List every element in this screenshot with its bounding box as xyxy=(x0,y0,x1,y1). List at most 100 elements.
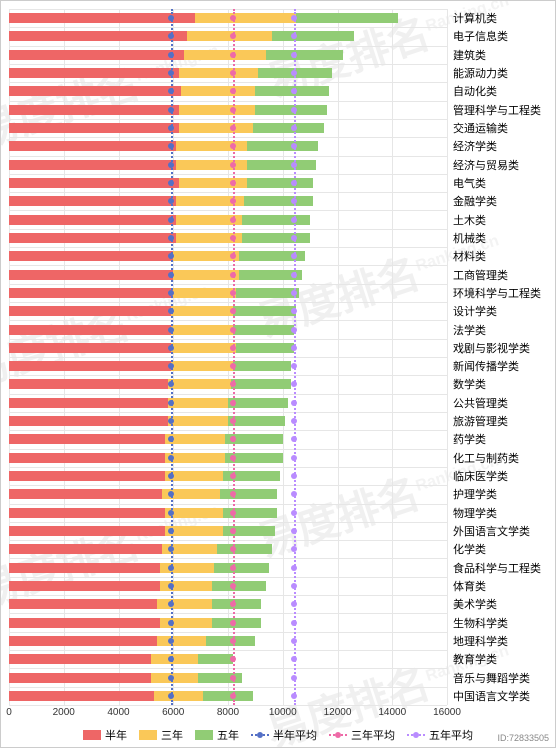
avg-marker-three_year_avg xyxy=(230,638,236,644)
category-label: 地理科学类 xyxy=(453,632,508,650)
bar-seg-five-year xyxy=(220,489,277,499)
bar-seg-three-year xyxy=(151,654,198,664)
legend-item-three_year_avg: 三年平均 xyxy=(329,727,395,743)
bar-seg-three-year xyxy=(157,636,206,646)
avg-marker-half_year_avg xyxy=(168,253,174,259)
avg-marker-half_year_avg xyxy=(168,272,174,278)
avg-marker-five_year_avg xyxy=(291,601,297,607)
bar-seg-five-year xyxy=(228,416,285,426)
avg-marker-half_year_avg xyxy=(168,198,174,204)
bar-seg-five-year xyxy=(242,215,310,225)
avg-marker-half_year_avg xyxy=(168,162,174,168)
avg-marker-five_year_avg xyxy=(291,308,297,314)
bar-seg-three-year xyxy=(179,105,256,115)
avg-marker-five_year_avg xyxy=(291,253,297,259)
bar-row xyxy=(9,210,447,228)
bar-seg-five-year xyxy=(233,361,290,371)
bar-row xyxy=(9,540,447,558)
legend-item-half_year_avg: 半年平均 xyxy=(251,727,317,743)
bar-seg-half-year xyxy=(9,563,160,573)
avg-marker-three_year_avg xyxy=(230,327,236,333)
avg-marker-three_year_avg xyxy=(230,88,236,94)
x-tick-label: 16000 xyxy=(433,707,461,718)
bar-row xyxy=(9,339,447,357)
bar-seg-three-year xyxy=(179,68,258,78)
bar-row xyxy=(9,46,447,64)
category-label: 化工与制药类 xyxy=(453,449,519,467)
bar-seg-half-year xyxy=(9,86,181,96)
category-label: 计算机类 xyxy=(453,9,497,27)
avg-marker-three_year_avg xyxy=(230,217,236,223)
avg-marker-half_year_avg xyxy=(168,125,174,131)
bar-row xyxy=(9,27,447,45)
bar-seg-five-year xyxy=(247,178,313,188)
bar-seg-three-year xyxy=(168,398,228,408)
bar-row xyxy=(9,101,447,119)
avg-marker-half_year_avg xyxy=(168,290,174,296)
bar-row xyxy=(9,302,447,320)
bar-seg-three-year xyxy=(173,251,239,261)
bar-seg-half-year xyxy=(9,178,179,188)
bar-seg-three-year xyxy=(179,178,247,188)
avg-marker-five_year_avg xyxy=(291,52,297,58)
bar-seg-three-year xyxy=(195,13,296,23)
legend-line xyxy=(407,734,425,736)
avg-marker-half_year_avg xyxy=(168,143,174,149)
avg-marker-five_year_avg xyxy=(291,107,297,113)
avg-marker-half_year_avg xyxy=(168,455,174,461)
legend-swatch xyxy=(139,730,157,740)
bar-seg-half-year xyxy=(9,544,162,554)
bar-seg-half-year xyxy=(9,123,179,133)
bar-seg-half-year xyxy=(9,50,184,60)
avg-marker-three_year_avg xyxy=(230,546,236,552)
avg-marker-half_year_avg xyxy=(168,418,174,424)
avg-marker-five_year_avg xyxy=(291,290,297,296)
category-label: 数学类 xyxy=(453,375,486,393)
avg-marker-half_year_avg xyxy=(168,620,174,626)
bar-seg-five-year xyxy=(236,343,293,353)
avg-marker-five_year_avg xyxy=(291,620,297,626)
avg-marker-five_year_avg xyxy=(291,381,297,387)
avg-marker-three_year_avg xyxy=(230,52,236,58)
bar-row xyxy=(9,229,447,247)
bar-row xyxy=(9,394,447,412)
x-tick-label: 4000 xyxy=(107,707,129,718)
bar-seg-five-year xyxy=(242,233,310,243)
avg-marker-half_year_avg xyxy=(168,546,174,552)
x-tick-label: 12000 xyxy=(324,707,352,718)
avg-marker-three_year_avg xyxy=(230,418,236,424)
bar-seg-five-year xyxy=(244,196,312,206)
avg-marker-three_year_avg xyxy=(230,455,236,461)
legend-item-three_year: 三年 xyxy=(139,727,183,743)
category-label: 工商管理类 xyxy=(453,265,508,283)
avg-marker-half_year_avg xyxy=(168,33,174,39)
category-label: 美术学类 xyxy=(453,595,497,613)
category-label: 旅游管理类 xyxy=(453,412,508,430)
avg-marker-five_year_avg xyxy=(291,272,297,278)
bar-seg-three-year xyxy=(151,673,198,683)
bar-seg-three-year xyxy=(165,453,225,463)
category-label: 自动化类 xyxy=(453,82,497,100)
category-label: 中国语言文学类 xyxy=(453,687,530,705)
avg-marker-three_year_avg xyxy=(230,528,236,534)
plot-area xyxy=(9,9,447,705)
avg-marker-three_year_avg xyxy=(230,253,236,259)
avg-marker-three_year_avg xyxy=(230,510,236,516)
avg-marker-five_year_avg xyxy=(291,15,297,21)
avg-marker-half_year_avg xyxy=(168,436,174,442)
bar-row xyxy=(9,577,447,595)
category-label: 土木类 xyxy=(453,210,486,228)
category-label: 外国语言文学类 xyxy=(453,522,530,540)
bar-seg-three-year xyxy=(154,691,203,701)
bar-row xyxy=(9,265,447,283)
bar-seg-three-year xyxy=(165,434,225,444)
avg-marker-five_year_avg xyxy=(291,143,297,149)
legend-label: 半年 xyxy=(105,727,127,743)
avg-marker-five_year_avg xyxy=(291,70,297,76)
bar-seg-half-year xyxy=(9,379,168,389)
avg-marker-three_year_avg xyxy=(230,620,236,626)
avg-marker-five_year_avg xyxy=(291,565,297,571)
avg-marker-five_year_avg xyxy=(291,528,297,534)
bar-row xyxy=(9,137,447,155)
category-label: 公共管理类 xyxy=(453,394,508,412)
